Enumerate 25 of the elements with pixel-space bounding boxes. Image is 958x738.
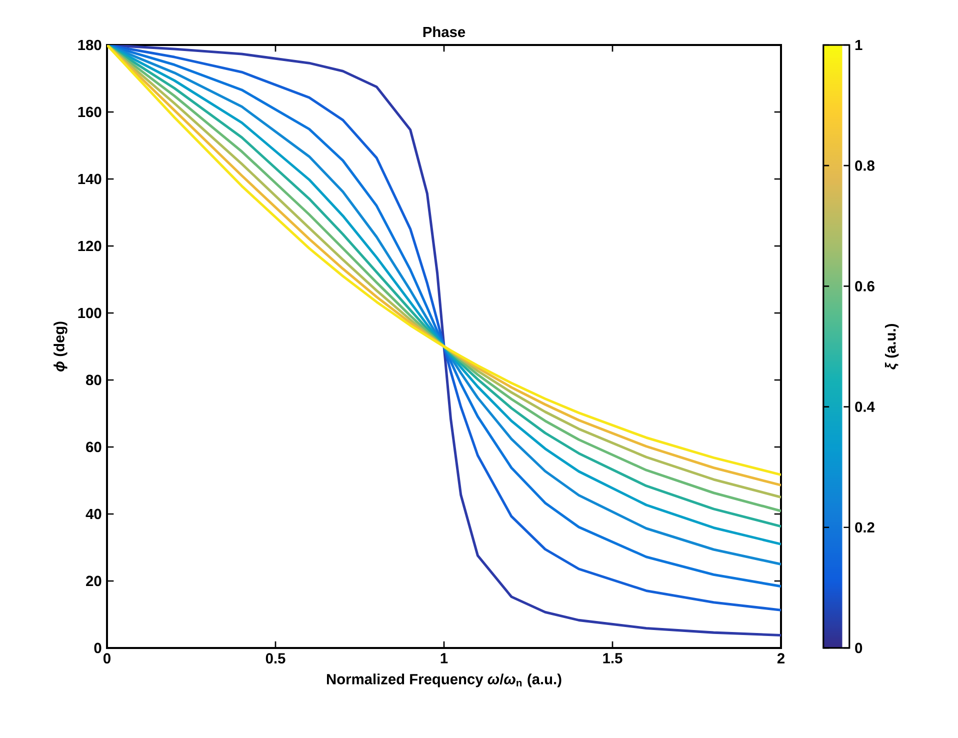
- color-bar-label: 0.8: [855, 160, 874, 171]
- color-bar-label: 0.6: [855, 281, 874, 292]
- x-tick-label: 1: [440, 653, 448, 664]
- chart-title: Phase: [423, 26, 466, 38]
- y-axis-title: ϕ (deg): [54, 322, 68, 372]
- x-tick-label: 0: [104, 653, 110, 664]
- y-tick-label: 80: [86, 374, 102, 386]
- x-tick-label: 2: [777, 653, 784, 664]
- color-bar-label: 1: [855, 40, 862, 50]
- y-tick-label: 180: [78, 40, 102, 50]
- y-tick-label: 140: [78, 174, 102, 184]
- color-bar-label: 0.2: [855, 522, 874, 533]
- y-tick-label: 40: [86, 508, 102, 520]
- y-tick-label: 0: [94, 642, 102, 654]
- x-tick-label: 0.5: [266, 653, 286, 664]
- color-bar-label: 0.4: [855, 402, 875, 412]
- x-axis-title: Normalized Frequency ω/ω$_{n}$ (a.u.): [327, 674, 562, 688]
- y-tick-label: 20: [86, 576, 102, 586]
- y-tick-label: 60: [86, 442, 102, 452]
- y-tick-label: 120: [78, 240, 102, 252]
- color-bar-title: ξ (a.u.): [884, 324, 899, 370]
- x-tick-label: 1.5: [603, 653, 622, 664]
- color-bar-label: 0: [855, 642, 862, 654]
- y-tick-label: 100: [78, 308, 102, 318]
- y-tick-label: 160: [78, 106, 102, 118]
